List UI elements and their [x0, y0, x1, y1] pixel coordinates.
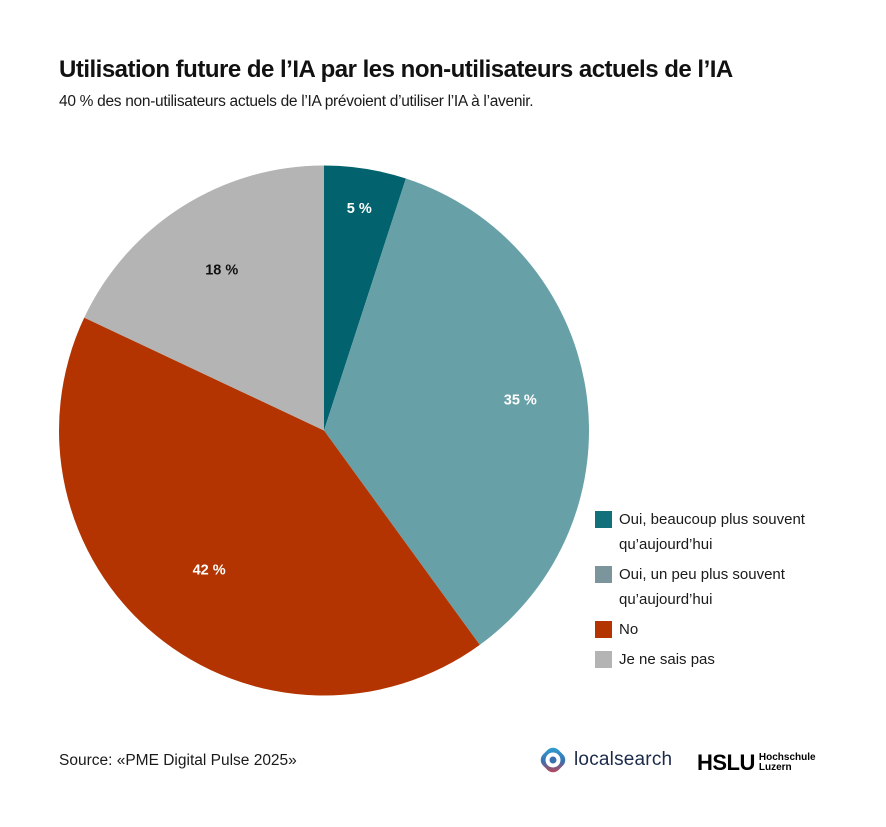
localsearch-logo-icon [540, 747, 566, 773]
source-note: Source: «PME Digital Pulse 2025» [59, 752, 297, 769]
legend-item-no: No [595, 618, 855, 642]
data-label-beaucoup-plus: 5 % [347, 201, 372, 217]
legend-label: Oui, beaucoup plus souvent qu’aujourd’hu… [619, 511, 805, 553]
chart-title: Utilisation future de l’IA par les non-u… [59, 56, 733, 83]
pie-slice-no [58, 317, 480, 696]
legend-swatch [595, 651, 612, 668]
data-label-un-peu-plus: 35 % [504, 392, 537, 408]
hslu-logo-line2: Luzern [758, 762, 792, 773]
data-label-no: 42 % [193, 562, 226, 578]
pie-slice-un-peu-plus [324, 178, 590, 645]
pie-slice-je-ne-sais-pas [84, 165, 325, 431]
legend-label: No [619, 621, 639, 638]
legend-swatch [595, 511, 612, 528]
hslu-logo: HSLU Hochschule Luzern [697, 750, 816, 776]
hslu-logo-name: Hochschule Luzern [759, 753, 816, 773]
legend-item-je-ne-sais-pas: Je ne sais pas [595, 648, 855, 672]
legend-label: Oui, un peu plus souvent qu’aujourd’hui [619, 566, 785, 608]
pie-slices [58, 165, 590, 696]
legend: Oui, beaucoup plus souvent qu’aujourd’hu… [595, 508, 855, 678]
legend-swatch [595, 566, 612, 583]
legend-item-un-peu-plus: Oui, un peu plus souvent qu’aujourd’hui [595, 563, 855, 612]
localsearch-logo-text: localsearch [574, 749, 673, 770]
pie-slice-beaucoup-plus [324, 165, 406, 431]
legend-swatch [595, 621, 612, 638]
legend-label: Je ne sais pas [619, 651, 715, 668]
chart-subtitle: 40 % des non-utilisateurs actuels de l’I… [59, 93, 534, 110]
legend-item-beaucoup-plus: Oui, beaucoup plus souvent qu’aujourd’hu… [595, 508, 855, 557]
pie-data-labels: 5 % 35 % 42 % 18 % [193, 201, 537, 578]
data-label-je-ne-sais-pas: 18 % [205, 262, 238, 278]
localsearch-logo: localsearch [538, 745, 672, 775]
hslu-logo-mark: HSLU [697, 750, 755, 775]
hslu-logo-line1: Hochschule [758, 752, 816, 763]
